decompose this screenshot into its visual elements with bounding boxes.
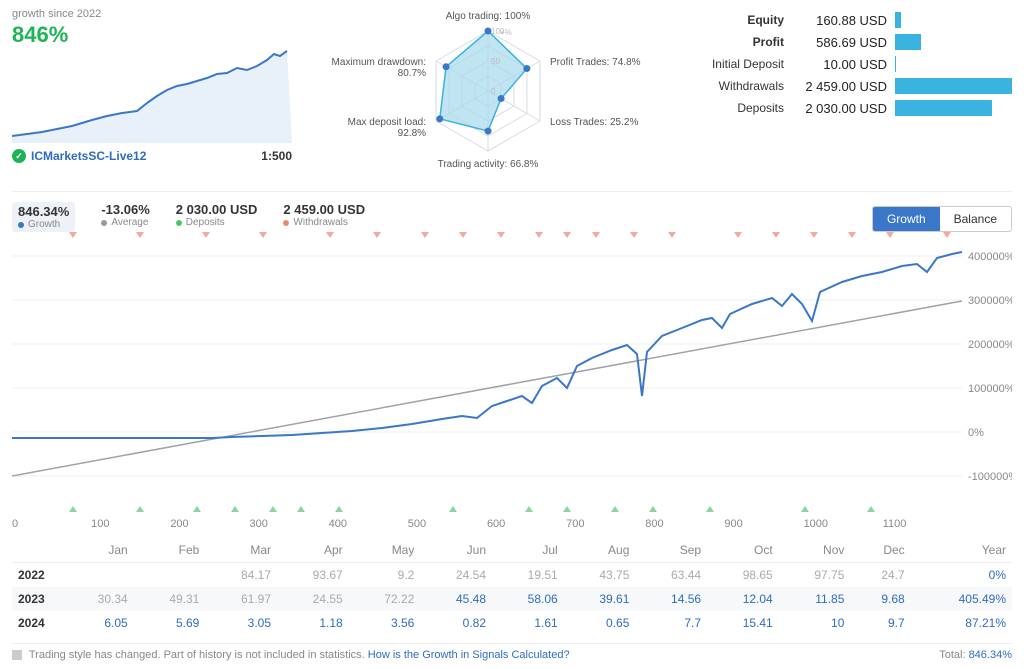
legend-item[interactable]: -13.06%Average (101, 202, 149, 232)
total-label: Total: (939, 649, 968, 661)
chart-tabs: GrowthBalance (872, 206, 1012, 232)
x-axis: 010020030040050060070080090010001100 (12, 518, 1012, 530)
tab-balance[interactable]: Balance (940, 207, 1011, 231)
stat-label: Deposits (684, 101, 784, 115)
stat-label: Withdrawals (684, 79, 784, 93)
svg-text:Max deposit load:92.8%: Max deposit load:92.8% (348, 117, 426, 139)
svg-text:400000%: 400000% (968, 251, 1012, 263)
stat-row: Withdrawals 2 459.00 USD (684, 78, 1012, 94)
legend-item[interactable]: 846.34%Growth (12, 202, 75, 232)
legend-item[interactable]: 2 030.00 USDDeposits (176, 202, 258, 232)
legend-item[interactable]: 2 459.00 USDWithdrawals (283, 202, 365, 232)
deposit-markers (12, 506, 1012, 516)
svg-text:+%: +% (500, 28, 512, 37)
stat-value: 10.00 USD (792, 57, 887, 72)
verified-icon: ✓ (12, 149, 26, 163)
svg-text:Algo trading: 100%: Algo trading: 100% (446, 11, 531, 22)
stat-bar (895, 78, 1012, 94)
stat-label: Profit (684, 35, 784, 49)
svg-text:-100000%: -100000% (968, 471, 1012, 483)
stat-bar (895, 100, 992, 116)
svg-text:100000%: 100000% (968, 383, 1012, 395)
summary-panel: growth since 2022 846% ✓ ICMarketsSC-Liv… (12, 8, 292, 173)
footer-link[interactable]: How is the Growth in Signals Calculated? (368, 649, 570, 661)
growth-since-label: growth since 2022 (12, 8, 292, 20)
stat-label: Equity (684, 13, 784, 27)
total-value: 846.34% (969, 649, 1012, 661)
stat-row: Deposits 2 030.00 USD (684, 100, 1012, 116)
footer-text: Trading style has changed. Part of histo… (29, 649, 368, 661)
stat-value: 160.88 USD (792, 13, 887, 28)
stat-value: 2 459.00 USD (792, 79, 887, 94)
radar-chart: 050100+%Algo trading: 100%Profit Trades:… (308, 8, 668, 173)
withdrawal-markers (12, 232, 1012, 242)
main-growth-chart: 400000% 300000% 200000% 100000% 0% -100000% (12, 246, 1012, 506)
svg-text:200000%: 200000% (968, 339, 1012, 351)
stat-row: Initial Deposit 10.00 USD (684, 56, 1012, 72)
stat-bar (895, 34, 921, 50)
growth-value: 846% (12, 22, 292, 48)
svg-text:Maximum drawdown:80.7%: Maximum drawdown:80.7% (332, 57, 427, 79)
info-icon (12, 650, 22, 660)
leverage-value: 1:500 (261, 149, 292, 163)
stat-row: Equity 160.88 USD (684, 12, 1012, 28)
stat-row: Profit 586.69 USD (684, 34, 1012, 50)
stat-bar (895, 12, 901, 28)
svg-text:0: 0 (491, 87, 496, 96)
growth-sparkline (12, 48, 292, 143)
stat-label: Initial Deposit (684, 57, 784, 71)
stats-panel: Equity 160.88 USD Profit 586.69 USD Initial … (684, 8, 1012, 173)
svg-text:Trading activity: 66.8%: Trading activity: 66.8% (438, 159, 539, 170)
account-label: ICMarketsSC-Live12 (31, 149, 146, 163)
stat-value: 586.69 USD (792, 35, 887, 50)
tab-growth[interactable]: Growth (873, 207, 940, 231)
svg-text:Profit Trades: 74.8%: Profit Trades: 74.8% (550, 57, 641, 68)
svg-text:Loss Trades: 25.2%: Loss Trades: 25.2% (550, 117, 638, 128)
footer-note: Trading style has changed. Part of histo… (12, 643, 1012, 661)
svg-text:0%: 0% (968, 427, 984, 439)
svg-text:300000%: 300000% (968, 295, 1012, 307)
svg-text:50: 50 (491, 57, 500, 66)
stat-value: 2 030.00 USD (792, 101, 887, 116)
monthly-table: JanFebMarAprMayJunJulAugSepOctNovDecYear… (12, 538, 1012, 635)
account-name[interactable]: ✓ ICMarketsSC-Live12 (12, 149, 146, 163)
legend-row: 846.34%Growth -13.06%Average 2 030.00 USDD… (12, 191, 1012, 232)
stat-bar (895, 56, 896, 72)
